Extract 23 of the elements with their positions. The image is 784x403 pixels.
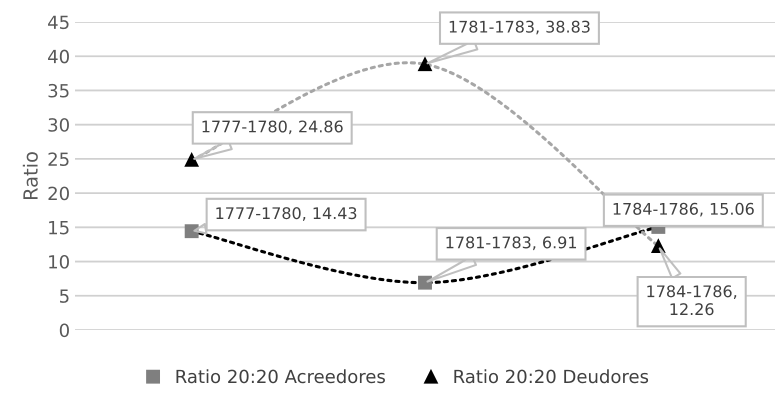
y-tick-label: 5 [60,289,69,303]
point [418,57,432,72]
y-tick-label: 10 [49,255,69,269]
legend-label: Ratio 20:20 Deudores [454,369,648,384]
y-tick-label: 40 [48,50,69,64]
data-label: 1777-1780, 24.86 [202,120,343,134]
point [184,224,199,238]
data-label: 1784-1786, 12.26 [647,285,736,316]
data-label: 1781-1783, 38.83 [450,20,590,34]
y-axis-title: Ratio [22,152,38,200]
y-tick-label: 0 [60,323,69,338]
y-tick-label: 15 [49,221,69,234]
data-label: 1784-1786, 15.06 [614,202,754,217]
y-tick-label: 30 [48,118,69,132]
y-tick-label: 35 [48,84,69,98]
y-tick-label: 20 [48,186,69,200]
data-label: 1777-1780, 14.43 [216,207,356,221]
y-tick-label: 45 [48,16,69,30]
y-tick-label: 25 [48,152,69,166]
point [184,152,199,167]
data-label: 1781-1783, 6.91 [446,236,576,250]
point [418,276,432,290]
legend-label: Ratio 20:20 Acreedores [176,369,385,384]
